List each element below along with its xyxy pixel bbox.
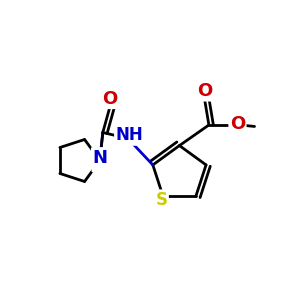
Text: NH: NH [116, 127, 143, 145]
Text: N: N [93, 153, 108, 171]
Text: O: O [197, 82, 212, 100]
Text: O: O [230, 116, 245, 134]
Text: O: O [103, 90, 118, 108]
Text: S: S [155, 191, 167, 209]
Text: N: N [92, 148, 107, 166]
